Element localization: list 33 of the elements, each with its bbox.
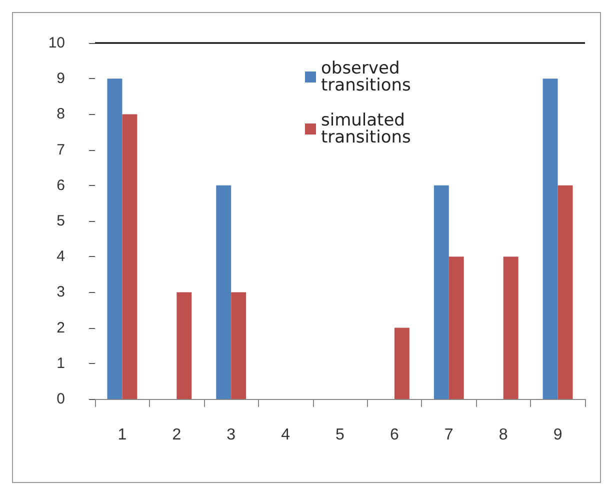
bar [448,256,464,399]
y-tick-label: 1 [56,354,65,372]
bar [558,185,573,399]
legend-label: observed transitions [321,58,411,96]
bar [394,328,410,399]
y-tick-label: 4 [56,248,65,266]
y-tick-label: 3 [56,284,65,301]
y-tick-label: 7 [56,141,65,158]
x-tick-label: 1 [118,426,127,444]
bar [434,185,449,399]
bar [231,292,246,399]
x-tick-label: 9 [553,426,562,444]
bar [176,292,192,399]
x-tick-label: 4 [281,426,290,444]
y-tick-label: 0 [56,390,65,408]
x-tick-label: 3 [226,426,236,444]
x-tick-label: 7 [444,426,454,444]
y-tick-label: 9 [56,70,65,88]
bar [542,78,558,399]
bar [122,114,138,399]
bar [216,185,232,399]
y-tick-label: 8 [56,106,65,123]
x-tick-label: 2 [172,426,182,444]
x-tick-label: 5 [336,426,345,444]
y-tick-label: 5 [56,212,65,230]
x-tick-label: 6 [390,426,399,444]
legend-label: simulated transitions [321,110,411,148]
x-tick-label: 8 [498,426,508,444]
bar [107,78,122,399]
bar [503,256,518,399]
y-tick-label: 6 [56,176,65,194]
y-tick-label: 2 [56,319,65,336]
y-tick-label: 10 [48,34,65,52]
